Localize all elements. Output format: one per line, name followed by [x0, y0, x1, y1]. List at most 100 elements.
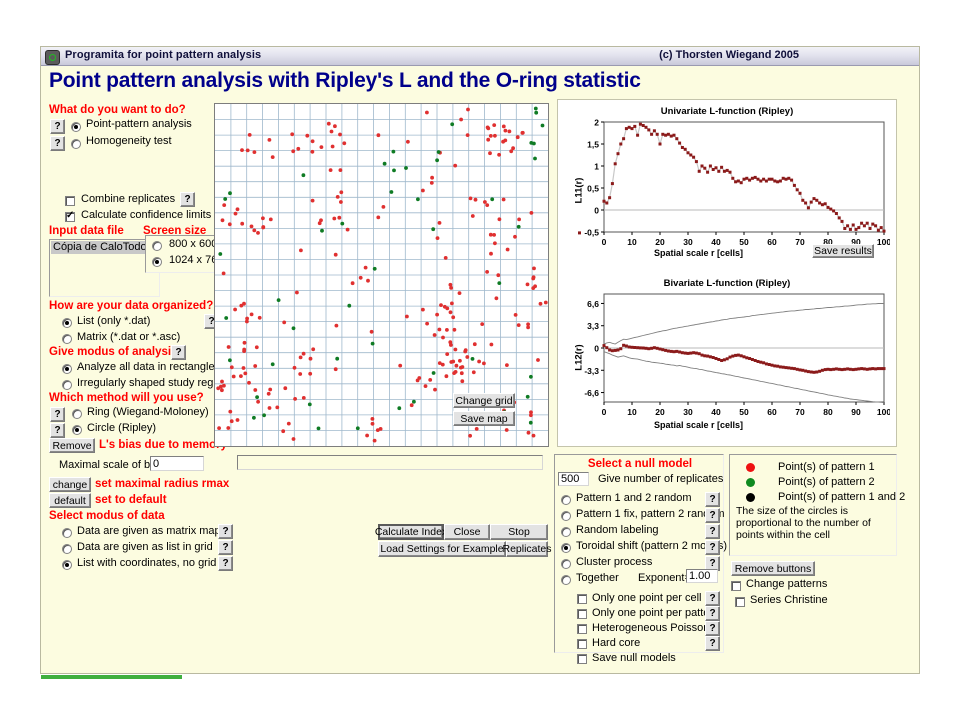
svg-text:70: 70 — [795, 237, 805, 247]
svg-text:80: 80 — [823, 237, 833, 247]
radio-null-model-3[interactable] — [561, 543, 571, 553]
radio-screen-1024x768[interactable] — [152, 257, 162, 267]
checkbox-null-2[interactable] — [577, 624, 587, 634]
change-rmax-button[interactable]: change — [49, 477, 91, 492]
checkbox-change-patterns[interactable] — [731, 581, 741, 591]
radio-homogeneity-test[interactable] — [71, 139, 81, 149]
label-list-coordinates-no-grid: List with coordinates, no grid — [77, 557, 217, 569]
radio-null-model-1[interactable] — [561, 511, 571, 521]
label-null-check-3: Hard core — [592, 637, 641, 649]
label-l-bias: L's bias due to memory — [99, 439, 227, 451]
replicates-button[interactable]: Replicates — [502, 541, 552, 557]
help-ring-method[interactable]: ? — [50, 407, 65, 422]
label-irregular-region: Irregularly shaped study region — [77, 377, 229, 389]
help-null-model-0[interactable]: ? — [705, 492, 720, 507]
help-null-check-0[interactable]: ? — [705, 591, 720, 606]
help-null-model-3[interactable]: ? — [705, 540, 720, 555]
label-null-model-4: Cluster process — [576, 556, 653, 568]
svg-text:20: 20 — [655, 407, 665, 417]
point-pattern-map[interactable]: Change grid Save map — [214, 103, 549, 447]
checkbox-null-4[interactable] — [577, 654, 587, 664]
label-what-to-do: What do you want to do? — [49, 104, 186, 116]
radio-data-matrix-map[interactable] — [62, 528, 72, 538]
label-null-model-5: Together — [576, 572, 619, 584]
radio-null-model-5[interactable] — [561, 575, 571, 585]
remove-buttons-button[interactable]: Remove buttons — [731, 561, 815, 576]
svg-text:2: 2 — [594, 118, 599, 128]
legend-panel: Point(s) of pattern 1 Point(s) of pattern… — [729, 454, 905, 556]
radio-null-model-4[interactable] — [561, 559, 571, 569]
default-rmax-button[interactable]: default — [49, 493, 91, 508]
status-text-field[interactable] — [237, 455, 543, 470]
help-null-check-1[interactable]: ? — [705, 606, 720, 621]
help-data-matrix-map[interactable]: ? — [218, 524, 233, 539]
checkbox-null-0[interactable] — [577, 594, 587, 604]
radio-analyze-rectangle[interactable] — [62, 364, 72, 374]
label-null-model-0: Pattern 1 and 2 random — [576, 492, 692, 504]
svg-text:70: 70 — [795, 407, 805, 417]
radio-null-model-2[interactable] — [561, 527, 571, 537]
remove-button[interactable]: Remove — [49, 438, 95, 453]
svg-text:60: 60 — [767, 407, 777, 417]
label-null-check-2: Heterogeneous Poisson — [592, 622, 710, 634]
checkbox-combine-replicates[interactable] — [65, 196, 75, 206]
svg-text:0: 0 — [594, 344, 599, 354]
exponent-input[interactable]: 1.00 — [686, 569, 718, 583]
radio-list-dat[interactable] — [62, 318, 72, 328]
label-data-list-in-grid: Data are given as list in grid — [77, 541, 213, 553]
svg-text:1,5: 1,5 — [587, 140, 599, 150]
save-results-button[interactable]: Save results — [812, 244, 874, 258]
checkbox-series-christine[interactable] — [735, 597, 745, 607]
radio-null-model-0[interactable] — [561, 495, 571, 505]
help-homogeneity-test[interactable]: ? — [50, 136, 65, 151]
label-input-data-file: Input data file — [49, 225, 124, 237]
legend-label-1: Point(s) of pattern 2 — [778, 476, 875, 488]
replicates-label: Give number of replicates — [598, 473, 724, 485]
help-null-check-3[interactable]: ? — [705, 636, 720, 651]
application-window: Programita for point pattern analysis (c… — [40, 46, 920, 679]
help-null-model-2[interactable]: ? — [705, 524, 720, 539]
radio-circle-ripley[interactable] — [72, 425, 82, 435]
help-data-list-in-grid[interactable]: ? — [218, 540, 233, 555]
label-null-model-1: Pattern 1 fix, pattern 2 random — [576, 508, 725, 520]
change-grid-button[interactable]: Change grid — [453, 393, 515, 408]
label-analyze-rectangle: Analyze all data in rectangle — [77, 361, 215, 373]
label-which-method: Which method will you use? — [49, 392, 204, 404]
help-null-check-2[interactable]: ? — [705, 621, 720, 636]
help-null-model-1[interactable]: ? — [705, 508, 720, 523]
copyright-label: (c) Thorsten Wiegand 2005 — [659, 49, 799, 61]
svg-text:80: 80 — [823, 407, 833, 417]
close-button[interactable]: Close — [444, 524, 490, 540]
save-map-button[interactable]: Save map — [453, 411, 515, 426]
radio-irregular-region[interactable] — [62, 380, 72, 390]
replicates-input[interactable]: 500 — [558, 472, 589, 486]
help-point-pattern[interactable]: ? — [50, 119, 65, 134]
help-list-coordinates-no-grid[interactable]: ? — [218, 556, 233, 571]
help-modus-analysis[interactable]: ? — [171, 345, 186, 360]
label-set-to-default: set to default — [95, 494, 167, 506]
radio-data-list-in-grid[interactable] — [62, 544, 72, 554]
label-null-check-0: Only one point per cell — [592, 592, 702, 604]
null-model-title: Select a null model — [587, 458, 693, 470]
radio-point-pattern-analysis[interactable] — [71, 122, 81, 132]
radio-matrix-dat-asc[interactable] — [62, 334, 72, 344]
radio-list-coordinates-no-grid[interactable] — [62, 560, 72, 570]
list-item-input-file[interactable]: Cópia de CaloTodosb — [51, 241, 160, 254]
load-settings-button[interactable]: Load Settings for Example — [378, 541, 506, 557]
checkbox-calculate-confidence-limits[interactable] — [65, 210, 75, 222]
checkbox-null-1[interactable] — [577, 609, 587, 619]
radio-ring-wiegand-moloney[interactable] — [72, 409, 82, 419]
label-null-model-2: Random labeling — [576, 524, 659, 536]
input-file-listbox[interactable]: Cópia de CaloTodosb — [49, 239, 160, 297]
maximal-scale-bias-input[interactable]: 0 — [150, 456, 204, 471]
checkbox-null-3[interactable] — [577, 639, 587, 649]
svg-text:-0,5: -0,5 — [584, 228, 599, 238]
radio-screen-800x600[interactable] — [152, 241, 162, 251]
calculate-index-button[interactable]: Calculate Index — [374, 524, 448, 540]
stop-button[interactable]: Stop — [490, 524, 548, 540]
svg-text:60: 60 — [767, 237, 777, 247]
svg-text:100: 100 — [877, 237, 890, 247]
help-circle-method[interactable]: ? — [50, 423, 65, 438]
help-combine-replicates[interactable]: ? — [180, 192, 195, 207]
exponent-label: Exponent= — [638, 572, 691, 584]
